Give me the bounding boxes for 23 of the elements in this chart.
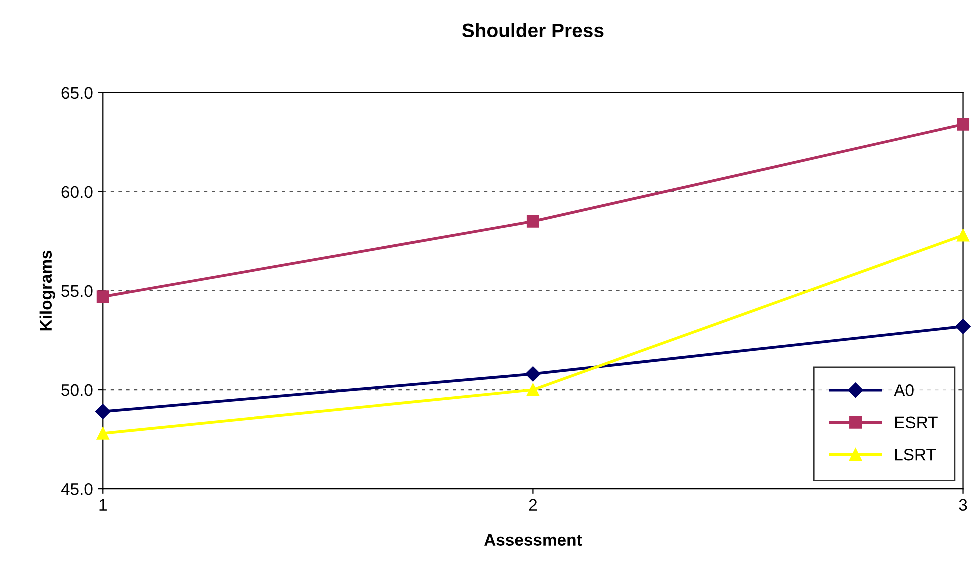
y-axis-title: Kilograms	[40, 250, 56, 331]
y-tick-label: 65.0	[62, 87, 93, 100]
point	[956, 319, 971, 334]
legend-label: LSRT	[895, 448, 936, 461]
point	[526, 215, 540, 228]
x-tick-label: 2	[529, 499, 537, 511]
y-tick-label: 50.0	[62, 384, 93, 396]
point	[96, 427, 110, 440]
legend-label: ESRT	[895, 416, 938, 429]
y-tick-label: 60.0	[62, 186, 93, 198]
x-axis-title: Assessment	[484, 534, 582, 546]
point	[96, 290, 110, 304]
x-tick-label: 1	[100, 499, 107, 511]
point	[526, 384, 540, 396]
legend-label: A0	[894, 384, 914, 396]
x-tick-label: 3	[959, 499, 968, 512]
chart-title: Shoulder Press	[462, 23, 604, 38]
point	[526, 366, 541, 382]
point	[96, 404, 111, 420]
y-tick-label: 55.0	[62, 285, 93, 298]
point	[957, 229, 970, 242]
y-tick-label: 45.0	[61, 483, 93, 496]
point	[957, 118, 970, 131]
